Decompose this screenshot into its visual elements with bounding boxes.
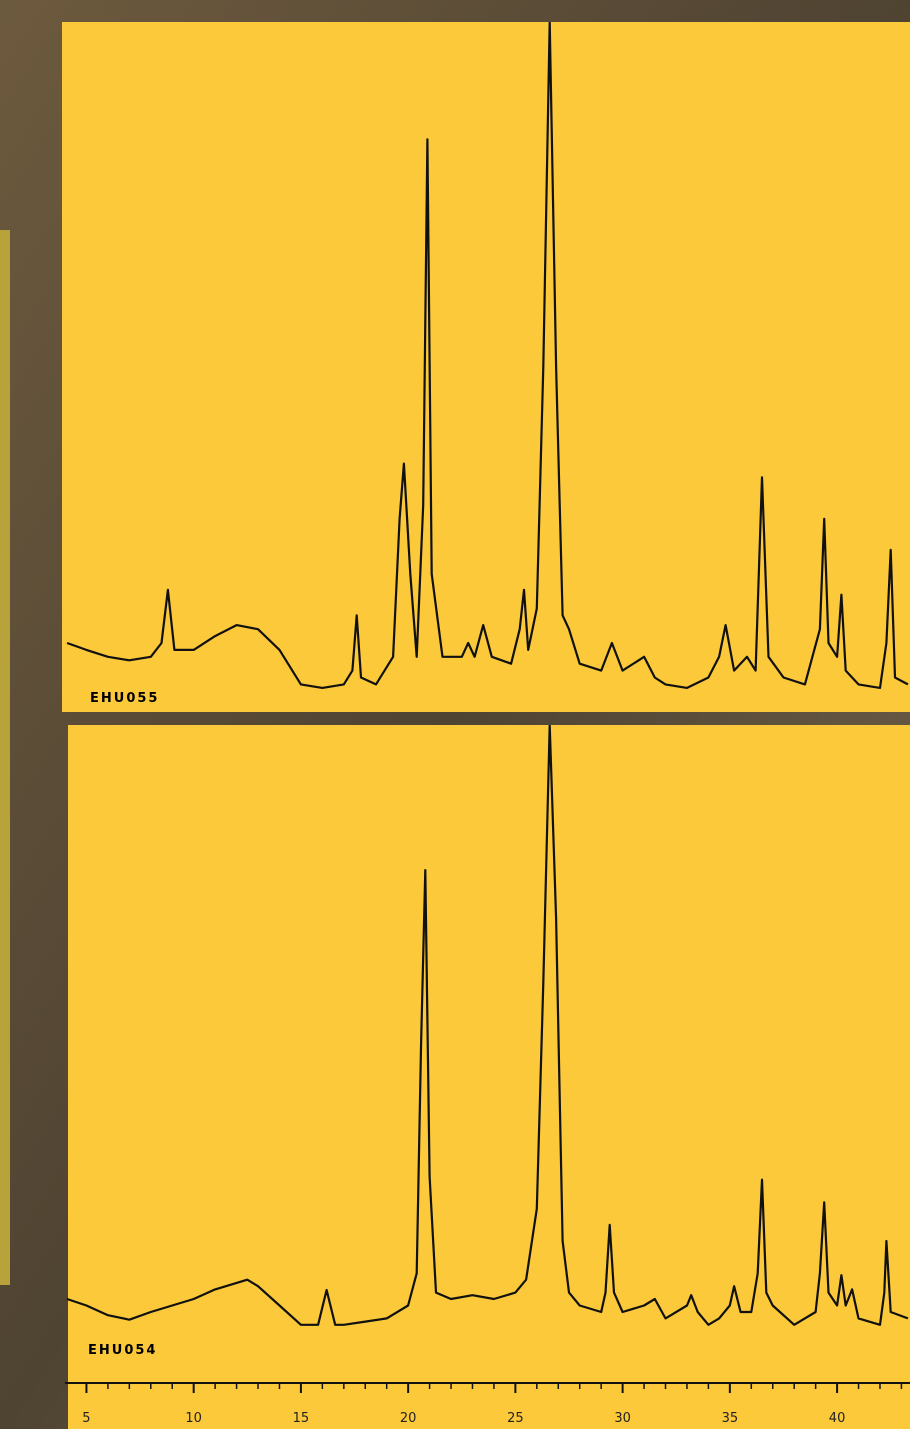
sample-label: EHU054 <box>88 1343 157 1358</box>
panel <box>68 725 910 1429</box>
side-panel <box>0 230 10 1285</box>
x-tick-label: 10 <box>185 1411 202 1426</box>
sample-label: EHU055 <box>90 691 159 706</box>
x-tick-label: 40 <box>829 1411 846 1426</box>
x-tick-label: 15 <box>293 1411 310 1426</box>
x-tick-label: 35 <box>722 1411 739 1426</box>
x-tick-label: 20 <box>400 1411 417 1426</box>
chart: EHU055 EHU054 5 10 15 20 25 30 35 40 <box>0 0 910 1429</box>
x-tick-label: 30 <box>614 1411 631 1426</box>
panel <box>62 22 910 712</box>
x-tick-label: 25 <box>507 1411 524 1426</box>
x-tick-label: 5 <box>82 1411 90 1426</box>
